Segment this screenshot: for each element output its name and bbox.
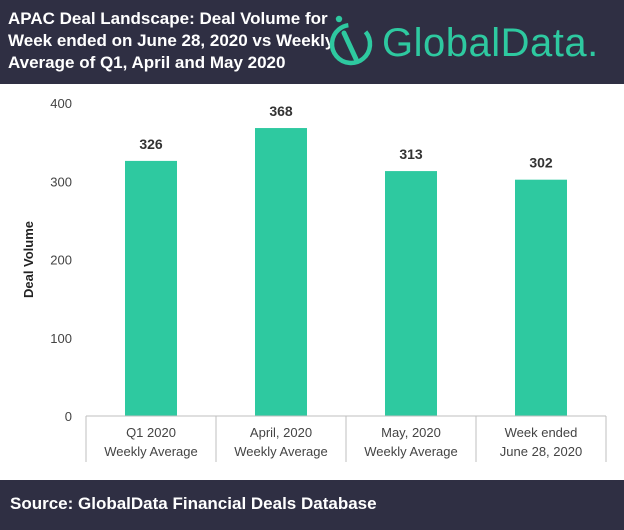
chart-area: Deal Volume 0 100 200 300 400 326 368 313 302 Q… xyxy=(0,84,624,480)
y-tick-label: 100 xyxy=(50,331,72,346)
data-label: 368 xyxy=(269,103,293,119)
x-tick-label: Week ended xyxy=(505,425,578,440)
logo-text: GlobalData. xyxy=(382,21,599,65)
y-tick-label: 200 xyxy=(50,253,72,268)
x-tick-label: Weekly Average xyxy=(104,444,197,459)
x-tick-label: Weekly Average xyxy=(234,444,327,459)
chart-title: APAC Deal Landscape: Deal Volume for Wee… xyxy=(8,8,348,74)
bar-chart: Deal Volume 0 100 200 300 400 326 368 313 302 Q… xyxy=(21,96,607,462)
title-line-2: Week ended on June 28, 2020 vs Weekly xyxy=(8,31,335,50)
x-tick-label: May, 2020 xyxy=(381,425,441,440)
x-tick-label: Q1 2020 xyxy=(126,425,176,440)
y-tick-label: 400 xyxy=(50,96,72,111)
data-label: 326 xyxy=(139,136,163,152)
bar xyxy=(255,128,307,416)
title-line-3: Average of Q1, April and May 2020 xyxy=(8,53,286,72)
y-axis-title: Deal Volume xyxy=(21,221,36,298)
globaldata-logo-icon xyxy=(329,15,373,66)
data-label: 313 xyxy=(399,146,423,162)
bar xyxy=(125,160,177,416)
footer-banner: Source: GlobalData Financial Deals Datab… xyxy=(0,480,624,530)
y-tick-label: 300 xyxy=(50,174,72,189)
bar xyxy=(385,171,437,416)
globaldata-logo: GlobalData. xyxy=(326,11,624,73)
x-tick-label: June 28, 2020 xyxy=(500,444,582,459)
title-line-1: APAC Deal Landscape: Deal Volume for xyxy=(8,9,328,28)
header-banner: APAC Deal Landscape: Deal Volume for Wee… xyxy=(0,0,624,84)
y-tick-label: 0 xyxy=(65,409,72,424)
bar xyxy=(515,179,567,416)
x-tick-label: April, 2020 xyxy=(250,425,312,440)
data-label: 302 xyxy=(529,155,553,171)
x-tick-label: Weekly Average xyxy=(364,444,457,459)
source-text: Source: GlobalData Financial Deals Datab… xyxy=(10,494,377,513)
